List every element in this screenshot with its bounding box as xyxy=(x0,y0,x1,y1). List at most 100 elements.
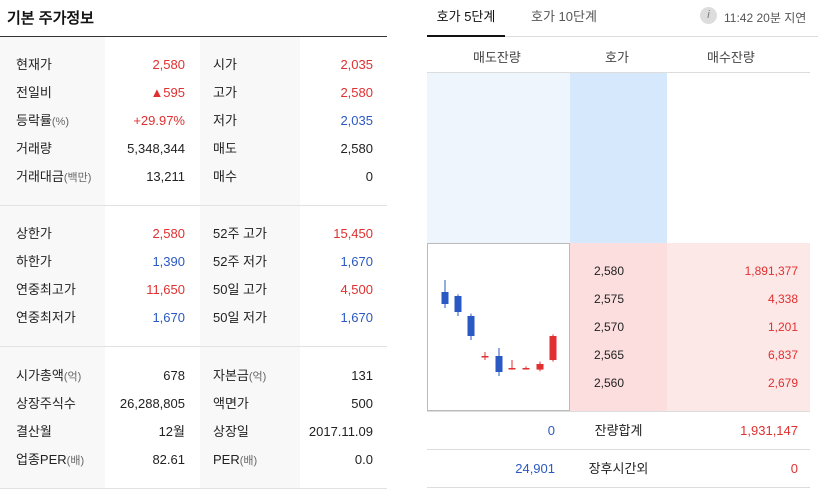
row-label2: 액면가 xyxy=(213,390,249,419)
row-label: 거래대금(백만) xyxy=(16,163,91,192)
row-label2-text: 매도 xyxy=(213,141,237,156)
row-label-text: 현재가 xyxy=(16,57,52,72)
row-label: 현재가 xyxy=(16,51,52,80)
row-label: 업종PER(배) xyxy=(16,446,84,475)
ask-qty-area xyxy=(427,73,570,243)
row-value2: 1,670 xyxy=(340,310,373,325)
row-label2: 자본금(억) xyxy=(213,362,266,391)
row-label: 하한가 xyxy=(16,248,52,277)
info-icon[interactable]: i xyxy=(700,7,717,24)
bid-level-row: 2,580 1,891,377 xyxy=(570,257,810,285)
row-value2: 0 xyxy=(365,169,373,184)
bid-price-area xyxy=(570,243,667,411)
info-row: 상한가 2,580 52주 고가 15,450 xyxy=(0,220,387,248)
bid-price: 2,580 xyxy=(593,264,624,278)
info-row: 거래대금(백만) 13,211 매수 0 xyxy=(0,163,387,191)
candle-body xyxy=(508,368,516,370)
row-label2-text: 50일 저가 xyxy=(213,310,267,325)
ask-price-area xyxy=(570,73,667,243)
bid-qty-header: 매수잔량 xyxy=(707,50,755,65)
section-range: 상한가 2,580 52주 고가 15,450 하한가 1,390 52주 저가 1,670 연… xyxy=(0,206,387,347)
row-label: 거래량 xyxy=(16,135,52,164)
ask-qty-header: 매도잔량 xyxy=(473,50,521,65)
info-row: 업종PER(배) 82.61 PER(배) 0.0 xyxy=(0,446,387,474)
after-ask-qty: 24,901 xyxy=(515,461,555,476)
row-label2: 매도 xyxy=(213,135,237,164)
total-bid-qty: 1,931,147 xyxy=(740,423,798,438)
row-value: 678 xyxy=(163,368,185,383)
label-column-bg xyxy=(0,37,105,489)
row-label-text: 거래대금 xyxy=(16,169,64,184)
tab-5-levels[interactable]: 호가 5단계 xyxy=(427,0,505,37)
section-company: 시가총액(억) 678 자본금(억) 131 상장주식수 26,288,805 액면가 500… xyxy=(0,347,387,489)
orderbook-bottom-line xyxy=(427,487,810,488)
title-divider xyxy=(0,36,387,37)
row-label-text: 전일비 xyxy=(16,85,52,100)
row-label-text: 업종PER xyxy=(16,452,67,467)
row-label-text: 연중최저가 xyxy=(16,310,76,325)
row-label-text: 상한가 xyxy=(16,226,52,241)
row-label: 시가총액(억) xyxy=(16,362,81,391)
row-label2: PER(배) xyxy=(213,446,257,475)
row-value: 13,211 xyxy=(146,169,185,184)
candle-body xyxy=(454,296,462,312)
row-label: 상한가 xyxy=(16,220,52,249)
candle-body xyxy=(536,364,544,370)
row-value2: 0.0 xyxy=(354,452,373,467)
row-label-unit: (%) xyxy=(51,116,69,128)
row-value2: 1,670 xyxy=(340,254,373,269)
row-label2-text: 저가 xyxy=(213,113,237,128)
row-label-text: 결산월 xyxy=(16,424,52,439)
after-hours-row: 24,901 장후시간외 0 xyxy=(427,449,810,487)
candle-body xyxy=(441,292,449,304)
row-value: 2,580 xyxy=(152,57,185,72)
row-value: 1,390 xyxy=(152,254,185,269)
row-value2: 2017.11.09 xyxy=(308,424,373,439)
row-label2-text: 52주 고가 xyxy=(213,226,267,241)
candle-body xyxy=(467,316,475,336)
after-bid-qty: 0 xyxy=(790,461,798,476)
row-label-text: 하한가 xyxy=(16,254,52,269)
row-label2-text: 매수 xyxy=(213,169,237,184)
candle-body xyxy=(481,356,489,358)
candle-body xyxy=(522,368,530,370)
bid-level-row: 2,570 1,201 xyxy=(570,313,810,341)
info-row: 하한가 1,390 52주 저가 1,670 xyxy=(0,248,387,276)
row-label2-unit: (배) xyxy=(239,455,258,467)
tab-10-levels[interactable]: 호가 10단계 xyxy=(531,9,597,24)
bid-price: 2,575 xyxy=(593,292,624,306)
row-label-unit: (억) xyxy=(63,371,82,383)
row-label2-unit: (억) xyxy=(248,371,267,383)
row-label2: 상장일 xyxy=(213,418,249,447)
row-value: ▲595 xyxy=(150,85,185,100)
candle-svg xyxy=(441,280,557,376)
row-label-text: 등락률 xyxy=(16,113,52,128)
row-value2: 15,450 xyxy=(333,226,373,241)
orderbook-tabs: 호가 5단계 호가 10단계 i 11:42 20분 지연 xyxy=(427,0,818,37)
row-label: 등락률(%) xyxy=(16,107,69,136)
bid-qty: 2,679 xyxy=(767,376,798,390)
row-label-text: 상장주식수 xyxy=(16,396,76,411)
bid-qty: 1,201 xyxy=(767,320,798,334)
info-row: 상장주식수 26,288,805 액면가 500 xyxy=(0,390,387,418)
row-label2: 50일 저가 xyxy=(213,304,267,333)
info-row: 연중최고가 11,650 50일 고가 4,500 xyxy=(0,276,387,304)
row-value: 26,288,805 xyxy=(119,396,185,411)
row-value: 2,580 xyxy=(152,226,185,241)
row-label2: 52주 고가 xyxy=(213,220,267,249)
bid-price: 2,565 xyxy=(593,348,624,362)
info-row: 현재가 2,580 시가 2,035 xyxy=(0,51,387,79)
row-label2-text: 50일 고가 xyxy=(213,282,267,297)
row-label-unit: (배) xyxy=(66,455,85,467)
row-label-text: 시가총액 xyxy=(16,368,64,383)
row-label2-text: PER xyxy=(213,452,240,467)
bid-qty: 4,338 xyxy=(767,292,798,306)
row-label2-text: 고가 xyxy=(213,85,237,100)
row-value2: 2,580 xyxy=(340,85,373,100)
price-header: 호가 xyxy=(605,50,629,65)
candle-body xyxy=(495,356,503,372)
bid-qty: 6,837 xyxy=(767,348,798,362)
bid-level-row: 2,565 6,837 xyxy=(570,341,810,369)
row-value: +29.97% xyxy=(133,113,185,128)
info-row: 등락률(%) +29.97% 저가 2,035 xyxy=(0,107,387,135)
